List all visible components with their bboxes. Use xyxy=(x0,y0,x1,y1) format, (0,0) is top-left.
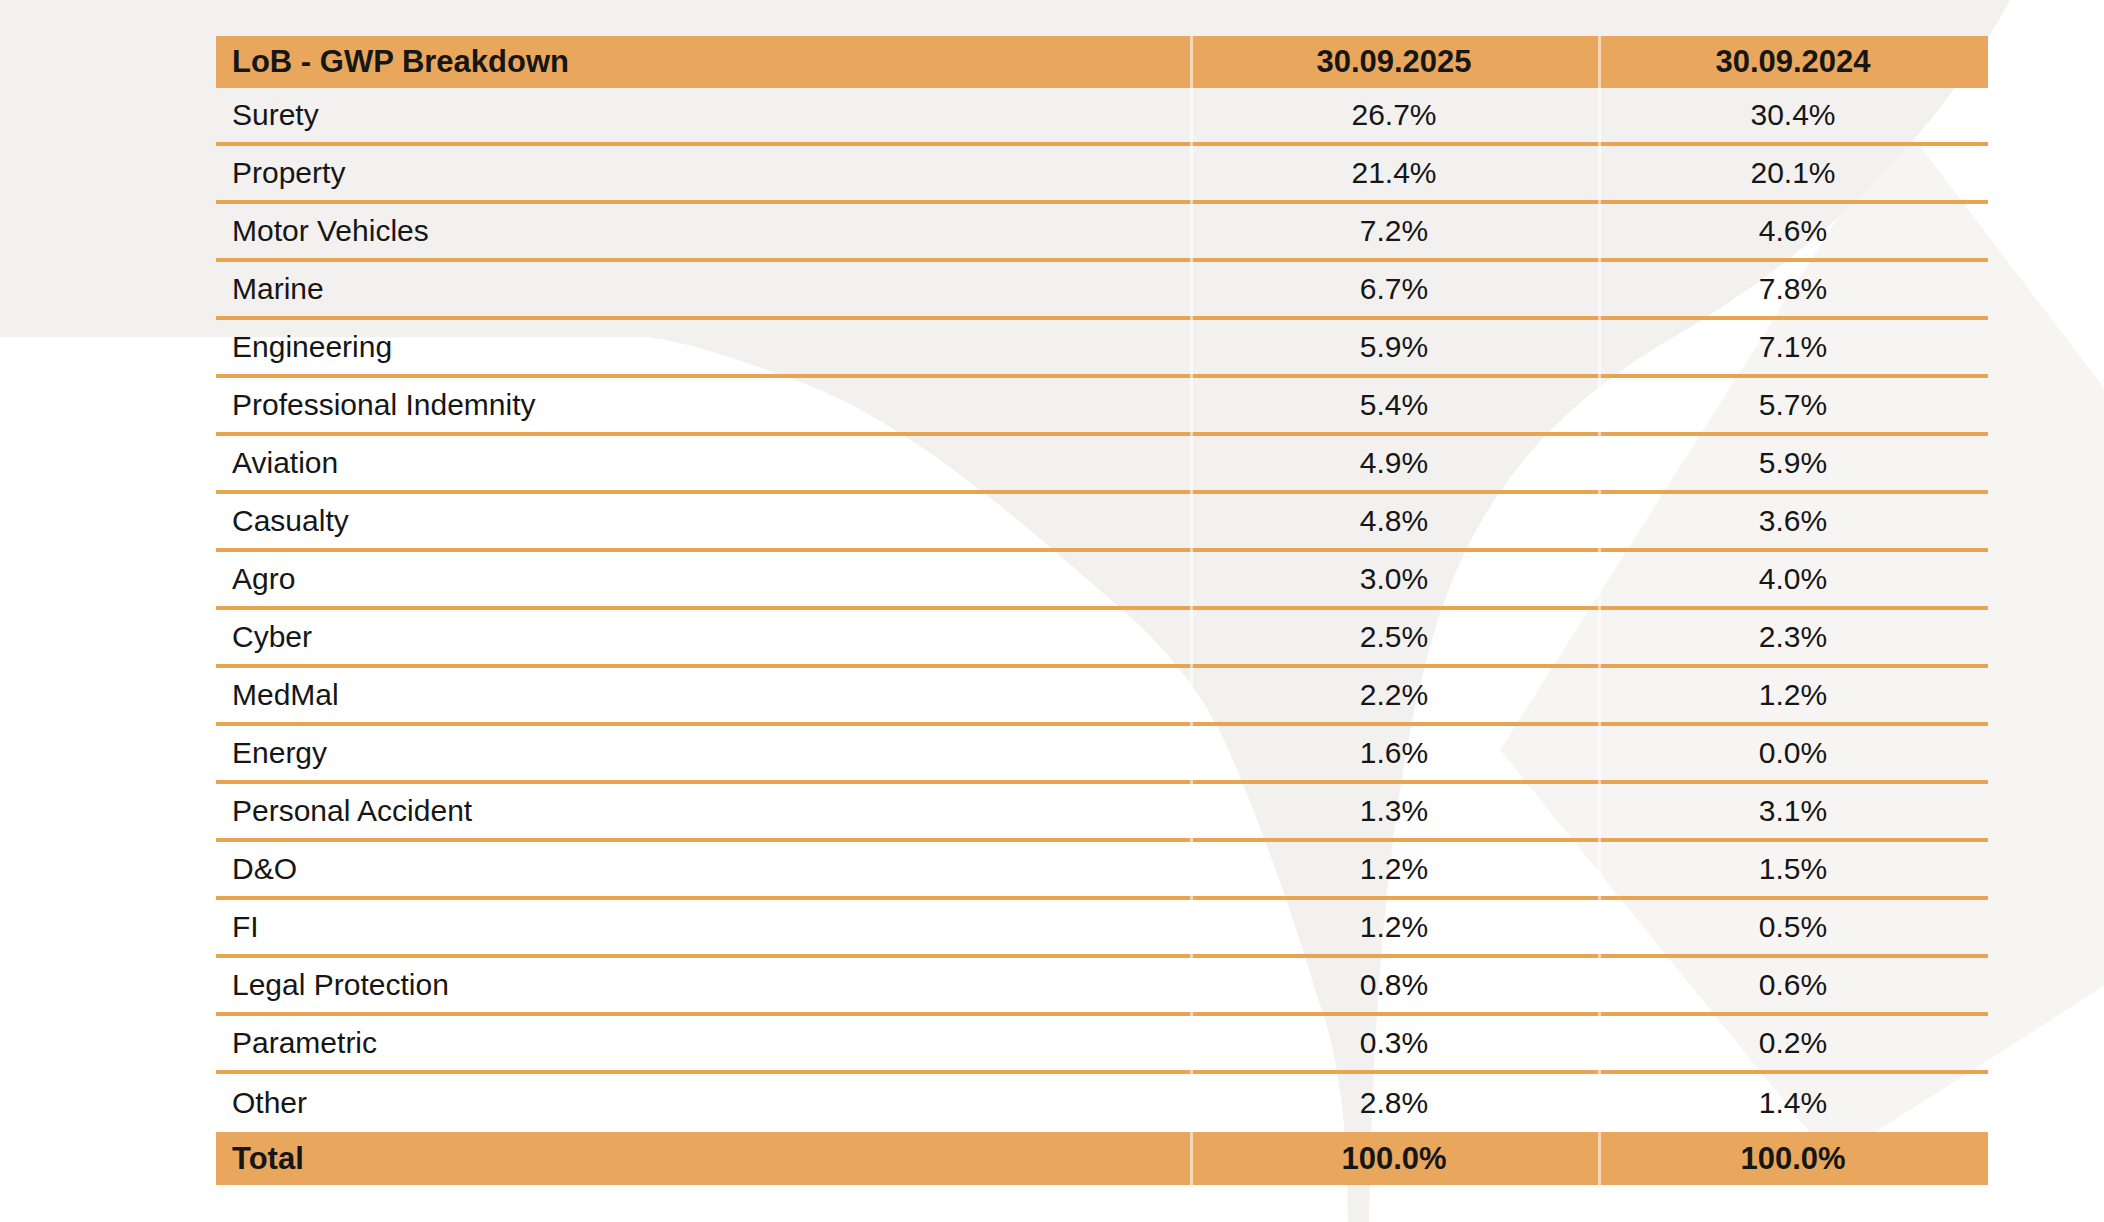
row-value-2025: 3.0% xyxy=(1190,562,1598,596)
row-value-2024: 0.0% xyxy=(1598,736,1988,770)
row-label: Marine xyxy=(216,272,1190,306)
table-title: LoB - GWP Breakdown xyxy=(216,44,1190,80)
table-header-row: LoB - GWP Breakdown 30.09.2025 30.09.202… xyxy=(216,36,1988,88)
row-label: Legal Protection xyxy=(216,968,1190,1002)
row-label: Cyber xyxy=(216,620,1190,654)
row-label: FI xyxy=(216,910,1190,944)
row-value-2024: 0.5% xyxy=(1598,910,1988,944)
row-value-2025: 1.6% xyxy=(1190,736,1598,770)
table-row: Marine 6.7% 7.8% xyxy=(216,262,1988,320)
row-value-2025: 0.3% xyxy=(1190,1026,1598,1060)
row-label: MedMal xyxy=(216,678,1190,712)
row-value-2025: 26.7% xyxy=(1190,98,1598,132)
row-value-2024: 3.1% xyxy=(1598,794,1988,828)
row-label: Energy xyxy=(216,736,1190,770)
table-row: Agro 3.0% 4.0% xyxy=(216,552,1988,610)
row-value-2025: 4.9% xyxy=(1190,446,1598,480)
row-value-2024: 5.9% xyxy=(1598,446,1988,480)
row-label: Casualty xyxy=(216,504,1190,538)
table-row: FI 1.2% 0.5% xyxy=(216,900,1988,958)
row-label: Other xyxy=(216,1086,1190,1120)
table-row: Legal Protection 0.8% 0.6% xyxy=(216,958,1988,1016)
table-row: MedMal 2.2% 1.2% xyxy=(216,668,1988,726)
table-row: Motor Vehicles 7.2% 4.6% xyxy=(216,204,1988,262)
table-row: Surety 26.7% 30.4% xyxy=(216,88,1988,146)
table-row: Professional Indemnity 5.4% 5.7% xyxy=(216,378,1988,436)
column-header-2024: 30.09.2024 xyxy=(1598,44,1988,80)
row-value-2024: 30.4% xyxy=(1598,98,1988,132)
row-value-2024: 4.0% xyxy=(1598,562,1988,596)
row-value-2025: 2.5% xyxy=(1190,620,1598,654)
table-row: Casualty 4.8% 3.6% xyxy=(216,494,1988,552)
row-value-2024: 0.6% xyxy=(1598,968,1988,1002)
row-value-2024: 7.8% xyxy=(1598,272,1988,306)
row-value-2025: 2.8% xyxy=(1190,1086,1598,1120)
total-value-2025: 100.0% xyxy=(1190,1141,1598,1177)
row-value-2025: 4.8% xyxy=(1190,504,1598,538)
table-row: Energy 1.6% 0.0% xyxy=(216,726,1988,784)
gwp-breakdown-table: LoB - GWP Breakdown 30.09.2025 30.09.202… xyxy=(216,36,1988,1185)
row-value-2025: 6.7% xyxy=(1190,272,1598,306)
table-total-row: Total 100.0% 100.0% xyxy=(216,1132,1988,1185)
table-row: Personal Accident 1.3% 3.1% xyxy=(216,784,1988,842)
row-value-2024: 1.5% xyxy=(1598,852,1988,886)
table-row: Aviation 4.9% 5.9% xyxy=(216,436,1988,494)
row-label: Agro xyxy=(216,562,1190,596)
total-label: Total xyxy=(216,1141,1190,1177)
row-label: Personal Accident xyxy=(216,794,1190,828)
row-value-2025: 1.2% xyxy=(1190,852,1598,886)
row-label: D&O xyxy=(216,852,1190,886)
row-value-2025: 1.2% xyxy=(1190,910,1598,944)
row-value-2024: 1.4% xyxy=(1598,1086,1988,1120)
row-value-2024: 7.1% xyxy=(1598,330,1988,364)
table-body: Surety 26.7% 30.4% Property 21.4% 20.1% … xyxy=(216,88,1988,1132)
table-row: Property 21.4% 20.1% xyxy=(216,146,1988,204)
row-value-2025: 5.4% xyxy=(1190,388,1598,422)
table-row: Parametric 0.3% 0.2% xyxy=(216,1016,1988,1074)
table-row: Cyber 2.5% 2.3% xyxy=(216,610,1988,668)
row-value-2024: 1.2% xyxy=(1598,678,1988,712)
row-value-2024: 5.7% xyxy=(1598,388,1988,422)
row-label: Surety xyxy=(216,98,1190,132)
row-value-2024: 2.3% xyxy=(1598,620,1988,654)
row-label: Parametric xyxy=(216,1026,1190,1060)
row-value-2024: 4.6% xyxy=(1598,214,1988,248)
row-label: Engineering xyxy=(216,330,1190,364)
row-value-2025: 1.3% xyxy=(1190,794,1598,828)
column-header-2025: 30.09.2025 xyxy=(1190,44,1598,80)
row-value-2025: 0.8% xyxy=(1190,968,1598,1002)
row-value-2025: 21.4% xyxy=(1190,156,1598,190)
row-value-2025: 5.9% xyxy=(1190,330,1598,364)
row-label: Aviation xyxy=(216,446,1190,480)
row-value-2024: 0.2% xyxy=(1598,1026,1988,1060)
table-row: Other 2.8% 1.4% xyxy=(216,1074,1988,1132)
row-value-2025: 7.2% xyxy=(1190,214,1598,248)
row-value-2025: 2.2% xyxy=(1190,678,1598,712)
table-row: Engineering 5.9% 7.1% xyxy=(216,320,1988,378)
table-row: D&O 1.2% 1.5% xyxy=(216,842,1988,900)
row-label: Motor Vehicles xyxy=(216,214,1190,248)
row-value-2024: 20.1% xyxy=(1598,156,1988,190)
total-value-2024: 100.0% xyxy=(1598,1141,1988,1177)
row-label: Property xyxy=(216,156,1190,190)
row-value-2024: 3.6% xyxy=(1598,504,1988,538)
row-label: Professional Indemnity xyxy=(216,388,1190,422)
